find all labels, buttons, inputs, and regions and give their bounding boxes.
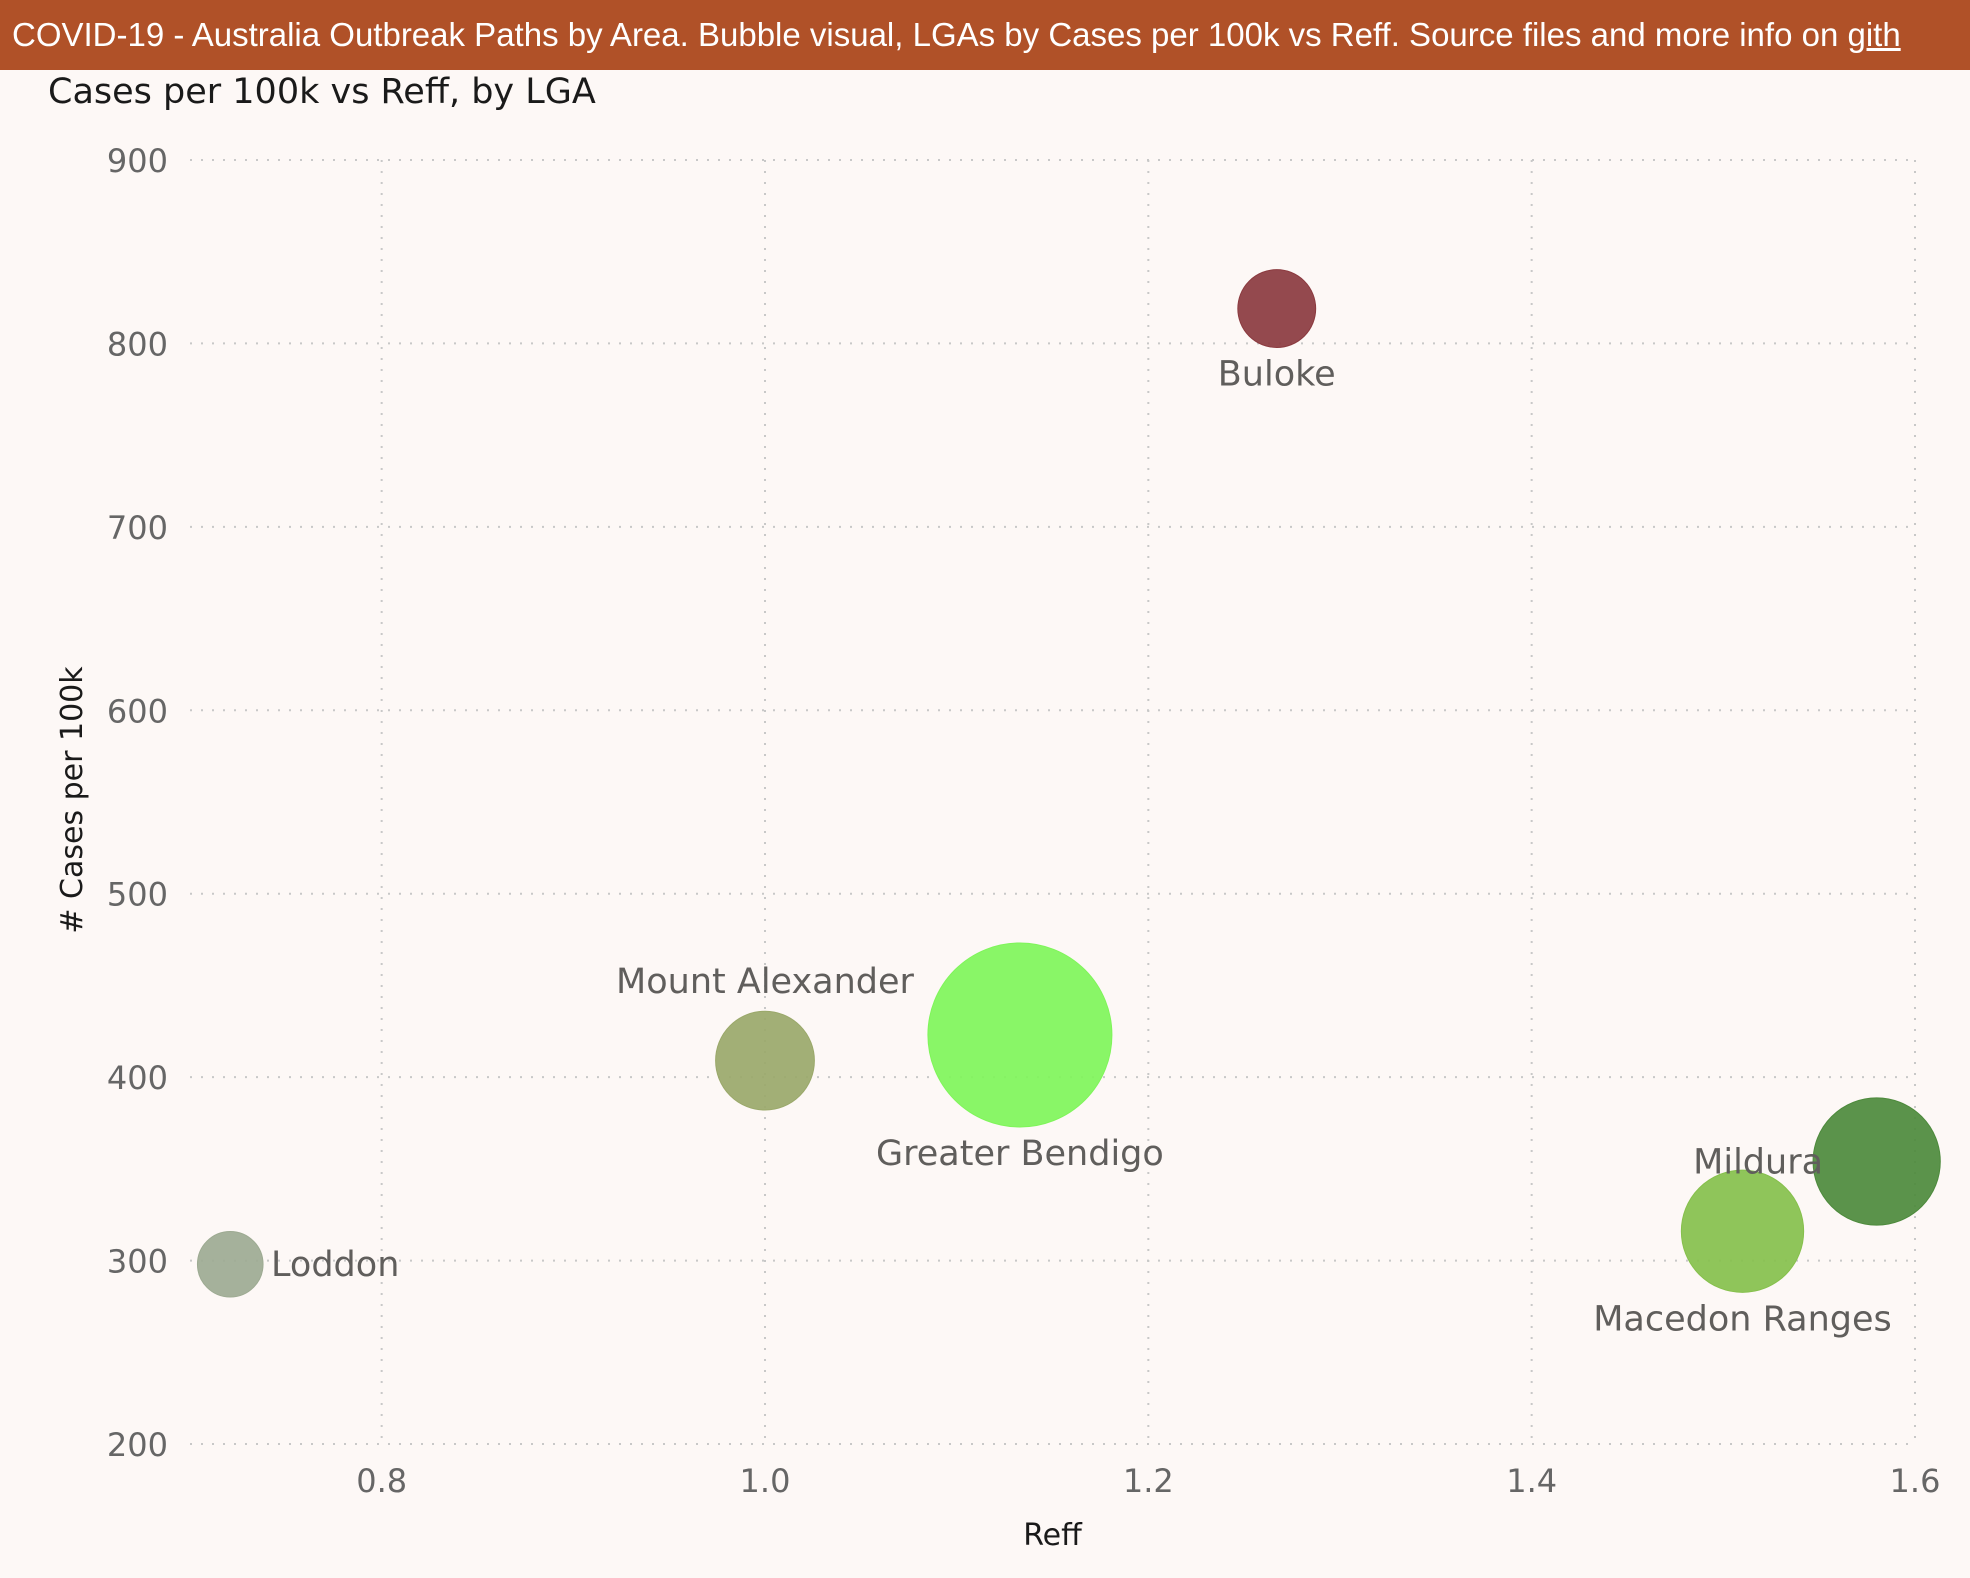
bubble-label: Buloke	[1218, 355, 1336, 395]
bubble-buloke[interactable]	[1237, 269, 1317, 349]
y-tick-label: 500	[107, 876, 168, 914]
y-tick-label: 400	[107, 1059, 168, 1097]
report-banner: COVID-19 - Australia Outbreak Paths by A…	[0, 0, 1970, 70]
x-axis-title: Reff	[1023, 1518, 1083, 1553]
chart-title: Cases per 100k vs Reff, by LGA	[48, 72, 596, 112]
x-tick-label: 1.4	[1506, 1462, 1557, 1500]
y-axis-ticks: 200 300 400 500 600 700 800 900	[107, 142, 168, 1464]
gridlines	[190, 159, 1916, 1445]
bubble-label: Mildura	[1693, 1143, 1823, 1183]
banner-text: COVID-19 - Australia Outbreak Paths by A…	[12, 16, 1848, 53]
bubble-labels: Buloke Mount Alexander Greater Bendigo Lodd…	[271, 355, 1892, 1340]
bubble-label: Mount Alexander	[616, 962, 915, 1002]
y-axis-title: # Cases per 100k	[55, 666, 90, 934]
x-tick-label: 1.6	[1890, 1462, 1941, 1500]
x-tick-label: 0.8	[356, 1462, 407, 1500]
bubbles	[196, 269, 1941, 1298]
x-tick-label: 1.0	[740, 1462, 791, 1500]
y-tick-label: 300	[107, 1243, 168, 1281]
bubble-macedon-ranges[interactable]	[1680, 1169, 1805, 1293]
y-tick-label: 700	[107, 509, 168, 547]
bubble-loddon[interactable]	[196, 1230, 264, 1298]
banner-link[interactable]: gith	[1847, 16, 1901, 53]
bubble-label: Macedon Ranges	[1593, 1299, 1892, 1339]
bubble-label: Loddon	[271, 1245, 399, 1285]
x-axis-ticks: 0.8 1.0 1.2 1.4 1.6	[356, 1462, 1940, 1500]
bubble-label: Greater Bendigo	[876, 1134, 1164, 1174]
y-tick-label: 900	[107, 142, 168, 180]
y-tick-label: 600	[107, 692, 168, 730]
bubble-greater-bendigo[interactable]	[927, 942, 1113, 1128]
bubble-mount-alexander[interactable]	[715, 1010, 815, 1111]
y-tick-label: 800	[107, 325, 168, 363]
x-tick-label: 1.2	[1123, 1462, 1174, 1500]
y-tick-label: 200	[107, 1426, 168, 1464]
bubble-mildura[interactable]	[1812, 1097, 1941, 1226]
